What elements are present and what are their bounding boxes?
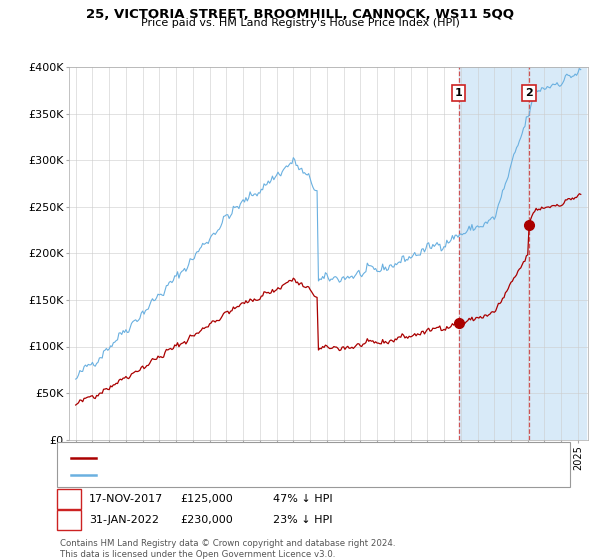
Text: 25, VICTORIA STREET, BROOMHILL, CANNOCK, WS11 5QQ: 25, VICTORIA STREET, BROOMHILL, CANNOCK,… [86,8,514,21]
Text: HPI: Average price, detached house, Cannock Chase: HPI: Average price, detached house, Cann… [102,470,363,480]
Bar [459,67,529,440]
Text: 2: 2 [525,88,533,98]
Text: £230,000: £230,000 [180,515,233,525]
Bar [529,67,586,440]
Text: Price paid vs. HM Land Registry's House Price Index (HPI): Price paid vs. HM Land Registry's House … [140,18,460,29]
Text: 25, VICTORIA STREET, BROOMHILL, CANNOCK, WS11 5QQ (detached house): 25, VICTORIA STREET, BROOMHILL, CANNOCK,… [102,452,482,463]
Text: 1: 1 [455,88,463,98]
Text: 47% ↓ HPI: 47% ↓ HPI [273,494,332,504]
Text: 23% ↓ HPI: 23% ↓ HPI [273,515,332,525]
Text: £125,000: £125,000 [180,494,233,504]
Text: 31-JAN-2022: 31-JAN-2022 [89,515,159,525]
Text: 2: 2 [65,515,73,525]
Text: 17-NOV-2017: 17-NOV-2017 [89,494,163,504]
Text: 1: 1 [65,494,73,504]
Text: Contains HM Land Registry data © Crown copyright and database right 2024.
This d: Contains HM Land Registry data © Crown c… [60,539,395,559]
